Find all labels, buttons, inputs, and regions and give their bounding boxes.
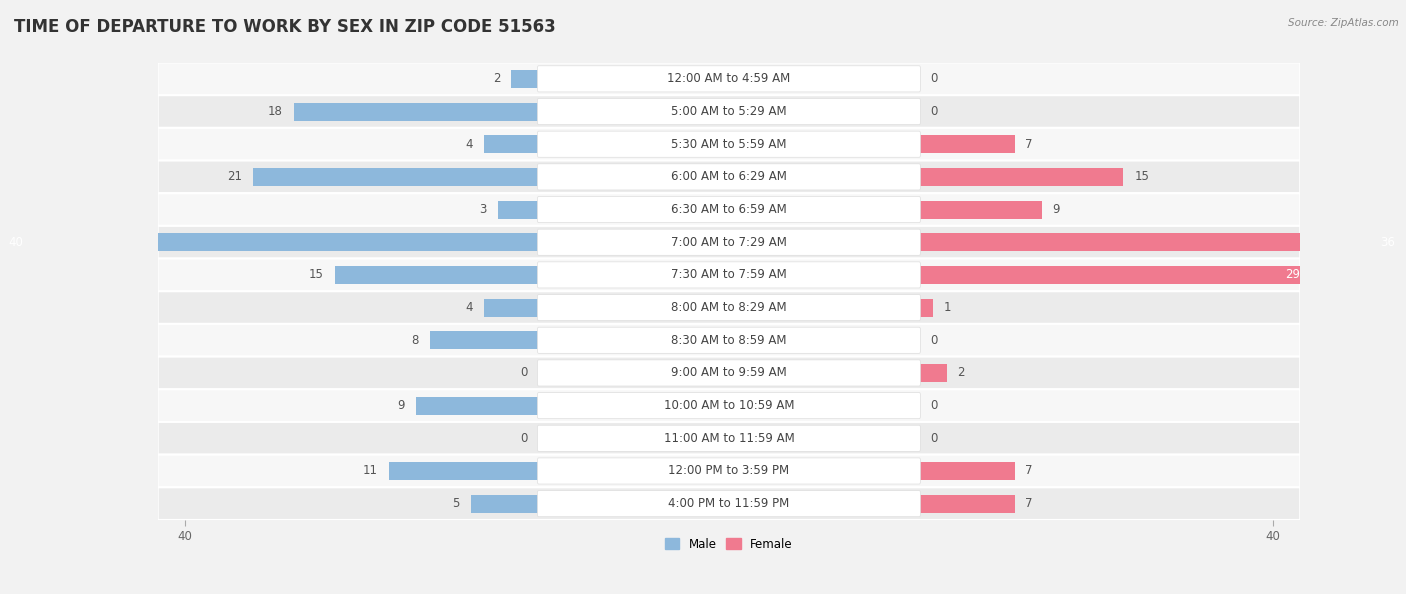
Bar [920, 364, 946, 382]
Text: 18: 18 [269, 105, 283, 118]
FancyBboxPatch shape [537, 295, 921, 321]
FancyBboxPatch shape [157, 193, 1301, 226]
Bar [471, 495, 538, 513]
Text: 2: 2 [957, 366, 965, 380]
Text: 5:30 AM to 5:59 AM: 5:30 AM to 5:59 AM [671, 138, 787, 151]
Text: 15: 15 [1135, 170, 1149, 184]
Bar [430, 331, 538, 349]
Text: 9:00 AM to 9:59 AM: 9:00 AM to 9:59 AM [671, 366, 787, 380]
FancyBboxPatch shape [537, 131, 921, 157]
FancyBboxPatch shape [537, 164, 921, 190]
Bar [498, 201, 538, 219]
Text: 9: 9 [398, 399, 405, 412]
Text: 1: 1 [943, 301, 952, 314]
FancyBboxPatch shape [157, 389, 1301, 422]
Text: 7: 7 [1025, 497, 1033, 510]
FancyBboxPatch shape [537, 491, 921, 517]
Text: 36: 36 [1381, 236, 1395, 249]
Text: 2: 2 [494, 72, 501, 86]
Text: 7: 7 [1025, 138, 1033, 151]
FancyBboxPatch shape [157, 95, 1301, 128]
Text: 12:00 PM to 3:59 PM: 12:00 PM to 3:59 PM [668, 465, 790, 478]
FancyBboxPatch shape [537, 425, 921, 451]
Text: 5: 5 [453, 497, 460, 510]
Bar [920, 201, 1042, 219]
Text: 40: 40 [8, 236, 22, 249]
FancyBboxPatch shape [157, 324, 1301, 356]
Text: 4:00 PM to 11:59 PM: 4:00 PM to 11:59 PM [668, 497, 790, 510]
Bar [920, 266, 1313, 284]
FancyBboxPatch shape [157, 258, 1301, 291]
Bar [920, 168, 1123, 186]
Legend: Male, Female: Male, Female [661, 533, 797, 555]
Text: 0: 0 [520, 432, 527, 445]
Bar [0, 233, 538, 251]
FancyBboxPatch shape [537, 66, 921, 92]
Text: 0: 0 [931, 334, 938, 347]
Bar [920, 495, 1015, 513]
Text: Source: ZipAtlas.com: Source: ZipAtlas.com [1288, 18, 1399, 28]
Text: 29: 29 [1285, 268, 1301, 282]
FancyBboxPatch shape [537, 197, 921, 223]
Bar [294, 103, 538, 121]
FancyBboxPatch shape [157, 422, 1301, 454]
Text: 4: 4 [465, 301, 474, 314]
Text: 10:00 AM to 10:59 AM: 10:00 AM to 10:59 AM [664, 399, 794, 412]
Text: 11: 11 [363, 465, 378, 478]
Bar [484, 135, 538, 153]
Text: 8:30 AM to 8:59 AM: 8:30 AM to 8:59 AM [671, 334, 787, 347]
FancyBboxPatch shape [157, 160, 1301, 193]
Bar [335, 266, 538, 284]
Text: 12:00 AM to 4:59 AM: 12:00 AM to 4:59 AM [668, 72, 790, 86]
Bar [920, 135, 1015, 153]
Text: 3: 3 [479, 203, 486, 216]
FancyBboxPatch shape [157, 356, 1301, 389]
Text: 0: 0 [931, 432, 938, 445]
Text: 4: 4 [465, 138, 474, 151]
Text: 11:00 AM to 11:59 AM: 11:00 AM to 11:59 AM [664, 432, 794, 445]
FancyBboxPatch shape [537, 393, 921, 419]
Text: 21: 21 [226, 170, 242, 184]
FancyBboxPatch shape [157, 128, 1301, 160]
FancyBboxPatch shape [157, 226, 1301, 258]
FancyBboxPatch shape [537, 262, 921, 288]
Text: 9: 9 [1053, 203, 1060, 216]
FancyBboxPatch shape [537, 458, 921, 484]
Bar [512, 70, 538, 88]
FancyBboxPatch shape [157, 291, 1301, 324]
Bar [416, 397, 538, 415]
FancyBboxPatch shape [537, 360, 921, 386]
FancyBboxPatch shape [537, 327, 921, 353]
Bar [484, 299, 538, 317]
Bar [253, 168, 538, 186]
FancyBboxPatch shape [157, 62, 1301, 95]
Text: 0: 0 [931, 399, 938, 412]
FancyBboxPatch shape [537, 99, 921, 125]
Text: 0: 0 [931, 105, 938, 118]
Text: 7: 7 [1025, 465, 1033, 478]
Text: 6:30 AM to 6:59 AM: 6:30 AM to 6:59 AM [671, 203, 787, 216]
Text: 8: 8 [412, 334, 419, 347]
Text: 15: 15 [309, 268, 323, 282]
Text: 7:00 AM to 7:29 AM: 7:00 AM to 7:29 AM [671, 236, 787, 249]
Text: 8:00 AM to 8:29 AM: 8:00 AM to 8:29 AM [671, 301, 787, 314]
Text: TIME OF DEPARTURE TO WORK BY SEX IN ZIP CODE 51563: TIME OF DEPARTURE TO WORK BY SEX IN ZIP … [14, 18, 555, 36]
FancyBboxPatch shape [157, 487, 1301, 520]
Text: 0: 0 [931, 72, 938, 86]
Bar [920, 233, 1406, 251]
Bar [389, 462, 538, 480]
Bar [920, 462, 1015, 480]
FancyBboxPatch shape [537, 229, 921, 255]
FancyBboxPatch shape [157, 454, 1301, 487]
Text: 0: 0 [520, 366, 527, 380]
Text: 5:00 AM to 5:29 AM: 5:00 AM to 5:29 AM [671, 105, 787, 118]
Bar [920, 299, 934, 317]
Text: 6:00 AM to 6:29 AM: 6:00 AM to 6:29 AM [671, 170, 787, 184]
Text: 7:30 AM to 7:59 AM: 7:30 AM to 7:59 AM [671, 268, 787, 282]
